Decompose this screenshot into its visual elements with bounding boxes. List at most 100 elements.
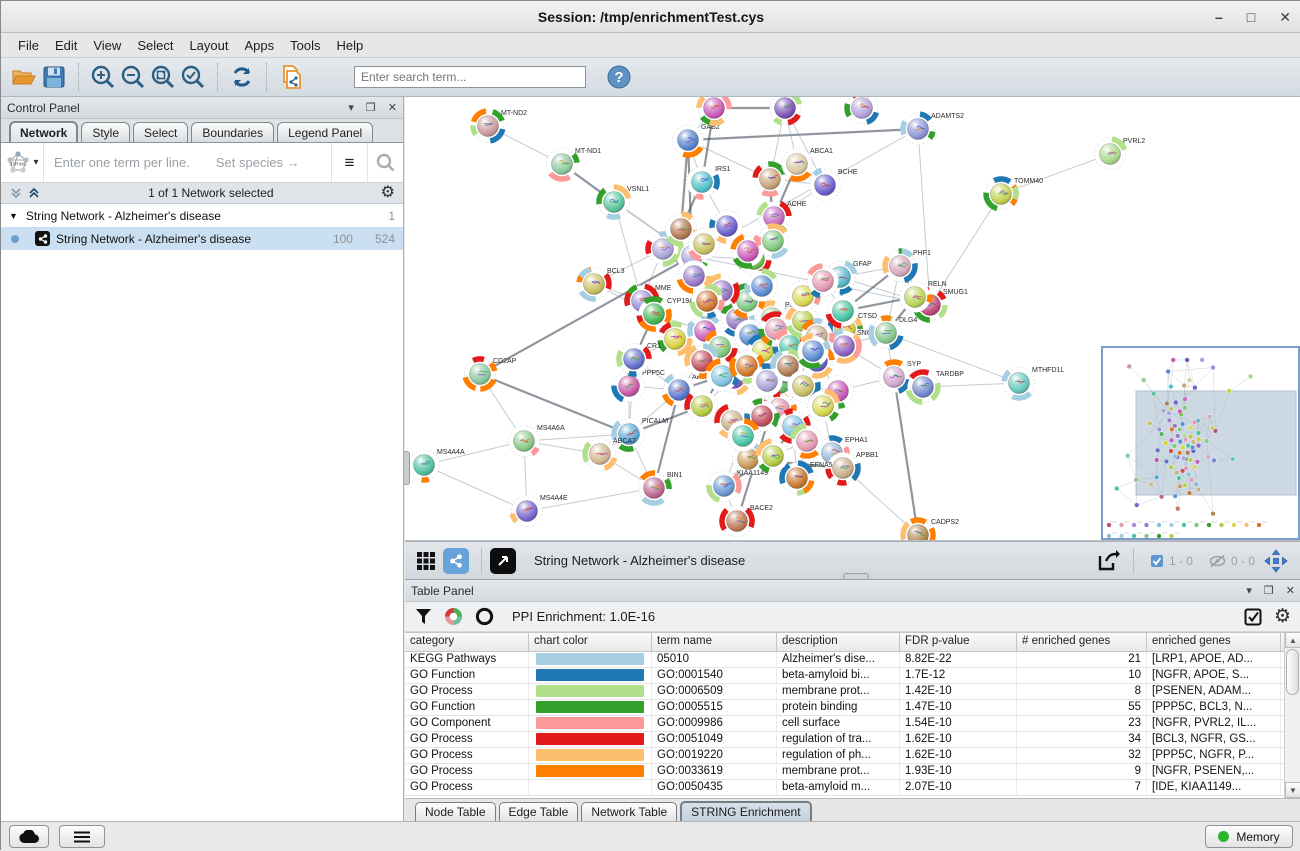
network-node-MT-ND1[interactable]: MT-ND1 bbox=[547, 148, 602, 180]
network-node-CADPS2[interactable]: CADPS2 bbox=[903, 519, 960, 541]
menu-edit[interactable]: Edit bbox=[48, 36, 84, 55]
network-node-MT-ND2[interactable]: MT-ND2 bbox=[473, 110, 528, 142]
network-node-ADAMTS2[interactable]: ADAMTS2 bbox=[903, 113, 965, 145]
network-collection-row[interactable]: ▼ String Network - Alzheimer's disease 1 bbox=[1, 204, 403, 227]
export-network-icon[interactable] bbox=[1095, 548, 1121, 574]
network-canvas[interactable]: MT-ND2MT-ND1VSNL1GAB2IRS1CHATABCA1BCHEAC… bbox=[405, 97, 1300, 541]
search-input[interactable] bbox=[354, 66, 586, 88]
network-node-PVRL2[interactable]: PVRL2 bbox=[1095, 138, 1146, 170]
tree-expand-icon[interactable]: ▼ bbox=[9, 211, 18, 221]
tab-node-table[interactable]: Node Table bbox=[415, 802, 496, 821]
table-close-icon[interactable]: ✕ bbox=[1286, 584, 1295, 597]
zoom-selected-icon[interactable] bbox=[178, 62, 208, 92]
column-header--enriched-genes[interactable]: # enriched genes bbox=[1017, 633, 1147, 651]
network-node-BCL3[interactable]: BCL3 bbox=[579, 268, 625, 300]
menu-layout[interactable]: Layout bbox=[182, 36, 235, 55]
network-node[interactable] bbox=[758, 441, 789, 472]
column-header-description[interactable]: description bbox=[777, 633, 900, 651]
string-protein-query-icon[interactable]: STRING ▾ bbox=[1, 150, 43, 176]
zoom-fit-icon[interactable] bbox=[148, 62, 178, 92]
network-node[interactable] bbox=[758, 226, 789, 257]
network-navigator[interactable] bbox=[1101, 346, 1300, 540]
table-float-icon[interactable]: ❒ bbox=[1264, 584, 1274, 597]
network-node[interactable] bbox=[699, 97, 730, 124]
network-node-TOMM40[interactable]: TOMM40 bbox=[986, 178, 1044, 210]
menu-apps[interactable]: Apps bbox=[238, 36, 282, 55]
filter-icon[interactable] bbox=[415, 608, 432, 625]
menu-view[interactable]: View bbox=[86, 36, 128, 55]
navigator-minimap[interactable] bbox=[1103, 348, 1298, 538]
network-node-BIN1[interactable]: BIN1 bbox=[639, 472, 683, 504]
task-history-button[interactable] bbox=[59, 825, 105, 848]
pan-tool-icon[interactable] bbox=[1263, 548, 1289, 574]
open-file-icon[interactable] bbox=[9, 62, 39, 92]
network-node-KIAA1149[interactable]: KIAA1149 bbox=[709, 470, 769, 502]
draw-charts-icon[interactable] bbox=[444, 607, 463, 626]
network-node-PPP5C[interactable]: PPP5C bbox=[614, 370, 665, 402]
network-node[interactable] bbox=[798, 336, 829, 367]
network-node[interactable] bbox=[847, 97, 878, 124]
scroll-up-icon[interactable]: ▲ bbox=[1285, 632, 1300, 648]
column-header-FDR-p-value[interactable]: FDR p-value bbox=[900, 633, 1017, 651]
network-node-ABCA7[interactable]: ABCA7 bbox=[585, 438, 637, 470]
network-node[interactable] bbox=[770, 97, 801, 124]
network-node[interactable] bbox=[747, 271, 778, 302]
network-panel-gear-icon[interactable]: ⚙ bbox=[381, 185, 395, 201]
clone-network-icon[interactable] bbox=[276, 62, 306, 92]
zoom-out-icon[interactable] bbox=[118, 62, 148, 92]
scroll-down-icon[interactable]: ▼ bbox=[1285, 782, 1300, 798]
enrichment-settings-icon[interactable]: ⚙ bbox=[1274, 607, 1291, 626]
minimize-button[interactable]: – bbox=[1215, 9, 1223, 25]
save-session-icon[interactable] bbox=[39, 62, 69, 92]
string-search-icon[interactable] bbox=[367, 143, 403, 182]
network-node-EFNA5[interactable]: EFNA5 bbox=[782, 462, 833, 494]
network-node-MS4A4A[interactable]: MS4A4A bbox=[409, 449, 465, 481]
title-bar[interactable]: Session: /tmp/enrichmentTest.cys – □ ✕ bbox=[1, 1, 1300, 33]
tab-network-table[interactable]: Network Table bbox=[581, 802, 677, 821]
network-node-PHF1[interactable]: PHF1 bbox=[885, 250, 932, 282]
network-node-MTHFD1L[interactable]: MTHFD1L bbox=[1004, 367, 1065, 399]
menu-select[interactable]: Select bbox=[130, 36, 180, 55]
refresh-icon[interactable] bbox=[227, 62, 257, 92]
collapse-all-icon[interactable] bbox=[9, 186, 23, 200]
panel-splitter-handle[interactable] bbox=[403, 451, 410, 485]
tab-edge-table[interactable]: Edge Table bbox=[499, 802, 579, 821]
select-columns-icon[interactable] bbox=[1244, 608, 1262, 626]
detach-view-icon[interactable] bbox=[490, 548, 516, 574]
menu-file[interactable]: File bbox=[11, 36, 46, 55]
help-icon[interactable]: ? bbox=[604, 62, 634, 92]
column-header-category[interactable]: category bbox=[405, 633, 529, 651]
menu-help[interactable]: Help bbox=[330, 36, 371, 55]
network-node[interactable] bbox=[792, 426, 823, 457]
scrollbar-thumb[interactable] bbox=[1286, 649, 1299, 695]
network-row[interactable]: String Network - Alzheimer's disease 100… bbox=[1, 227, 403, 250]
close-button[interactable]: ✕ bbox=[1279, 9, 1291, 26]
tab-legend-panel[interactable]: Legend Panel bbox=[277, 122, 373, 142]
reset-charts-icon[interactable] bbox=[475, 607, 494, 626]
menu-tools[interactable]: Tools bbox=[283, 36, 327, 55]
column-header-chart-color[interactable]: chart color bbox=[529, 633, 652, 651]
float-panel-icon[interactable]: ❒ bbox=[366, 101, 376, 114]
network-node-MS4A4E[interactable]: MS4A4E bbox=[512, 495, 568, 527]
network-node-VSNL1[interactable]: VSNL1 bbox=[599, 186, 650, 218]
close-panel-icon[interactable]: ✕ bbox=[388, 101, 397, 114]
network-node-DLG4[interactable]: DLG4 bbox=[871, 317, 918, 349]
zoom-in-icon[interactable] bbox=[88, 62, 118, 92]
network-node[interactable] bbox=[808, 391, 839, 422]
string-source-caret-icon[interactable]: ▾ bbox=[33, 157, 38, 168]
table-panel-menu-icon[interactable]: ▾ bbox=[1246, 584, 1252, 597]
column-header-enriched-genes[interactable]: enriched genes bbox=[1147, 633, 1281, 651]
tab-string-enrichment[interactable]: STRING Enrichment bbox=[680, 801, 811, 821]
tab-style[interactable]: Style bbox=[81, 122, 130, 142]
string-options-icon[interactable]: ≡ bbox=[331, 143, 367, 182]
network-node-BACE2[interactable]: BACE2 bbox=[722, 505, 774, 537]
column-header-term-name[interactable]: term name bbox=[652, 633, 777, 651]
